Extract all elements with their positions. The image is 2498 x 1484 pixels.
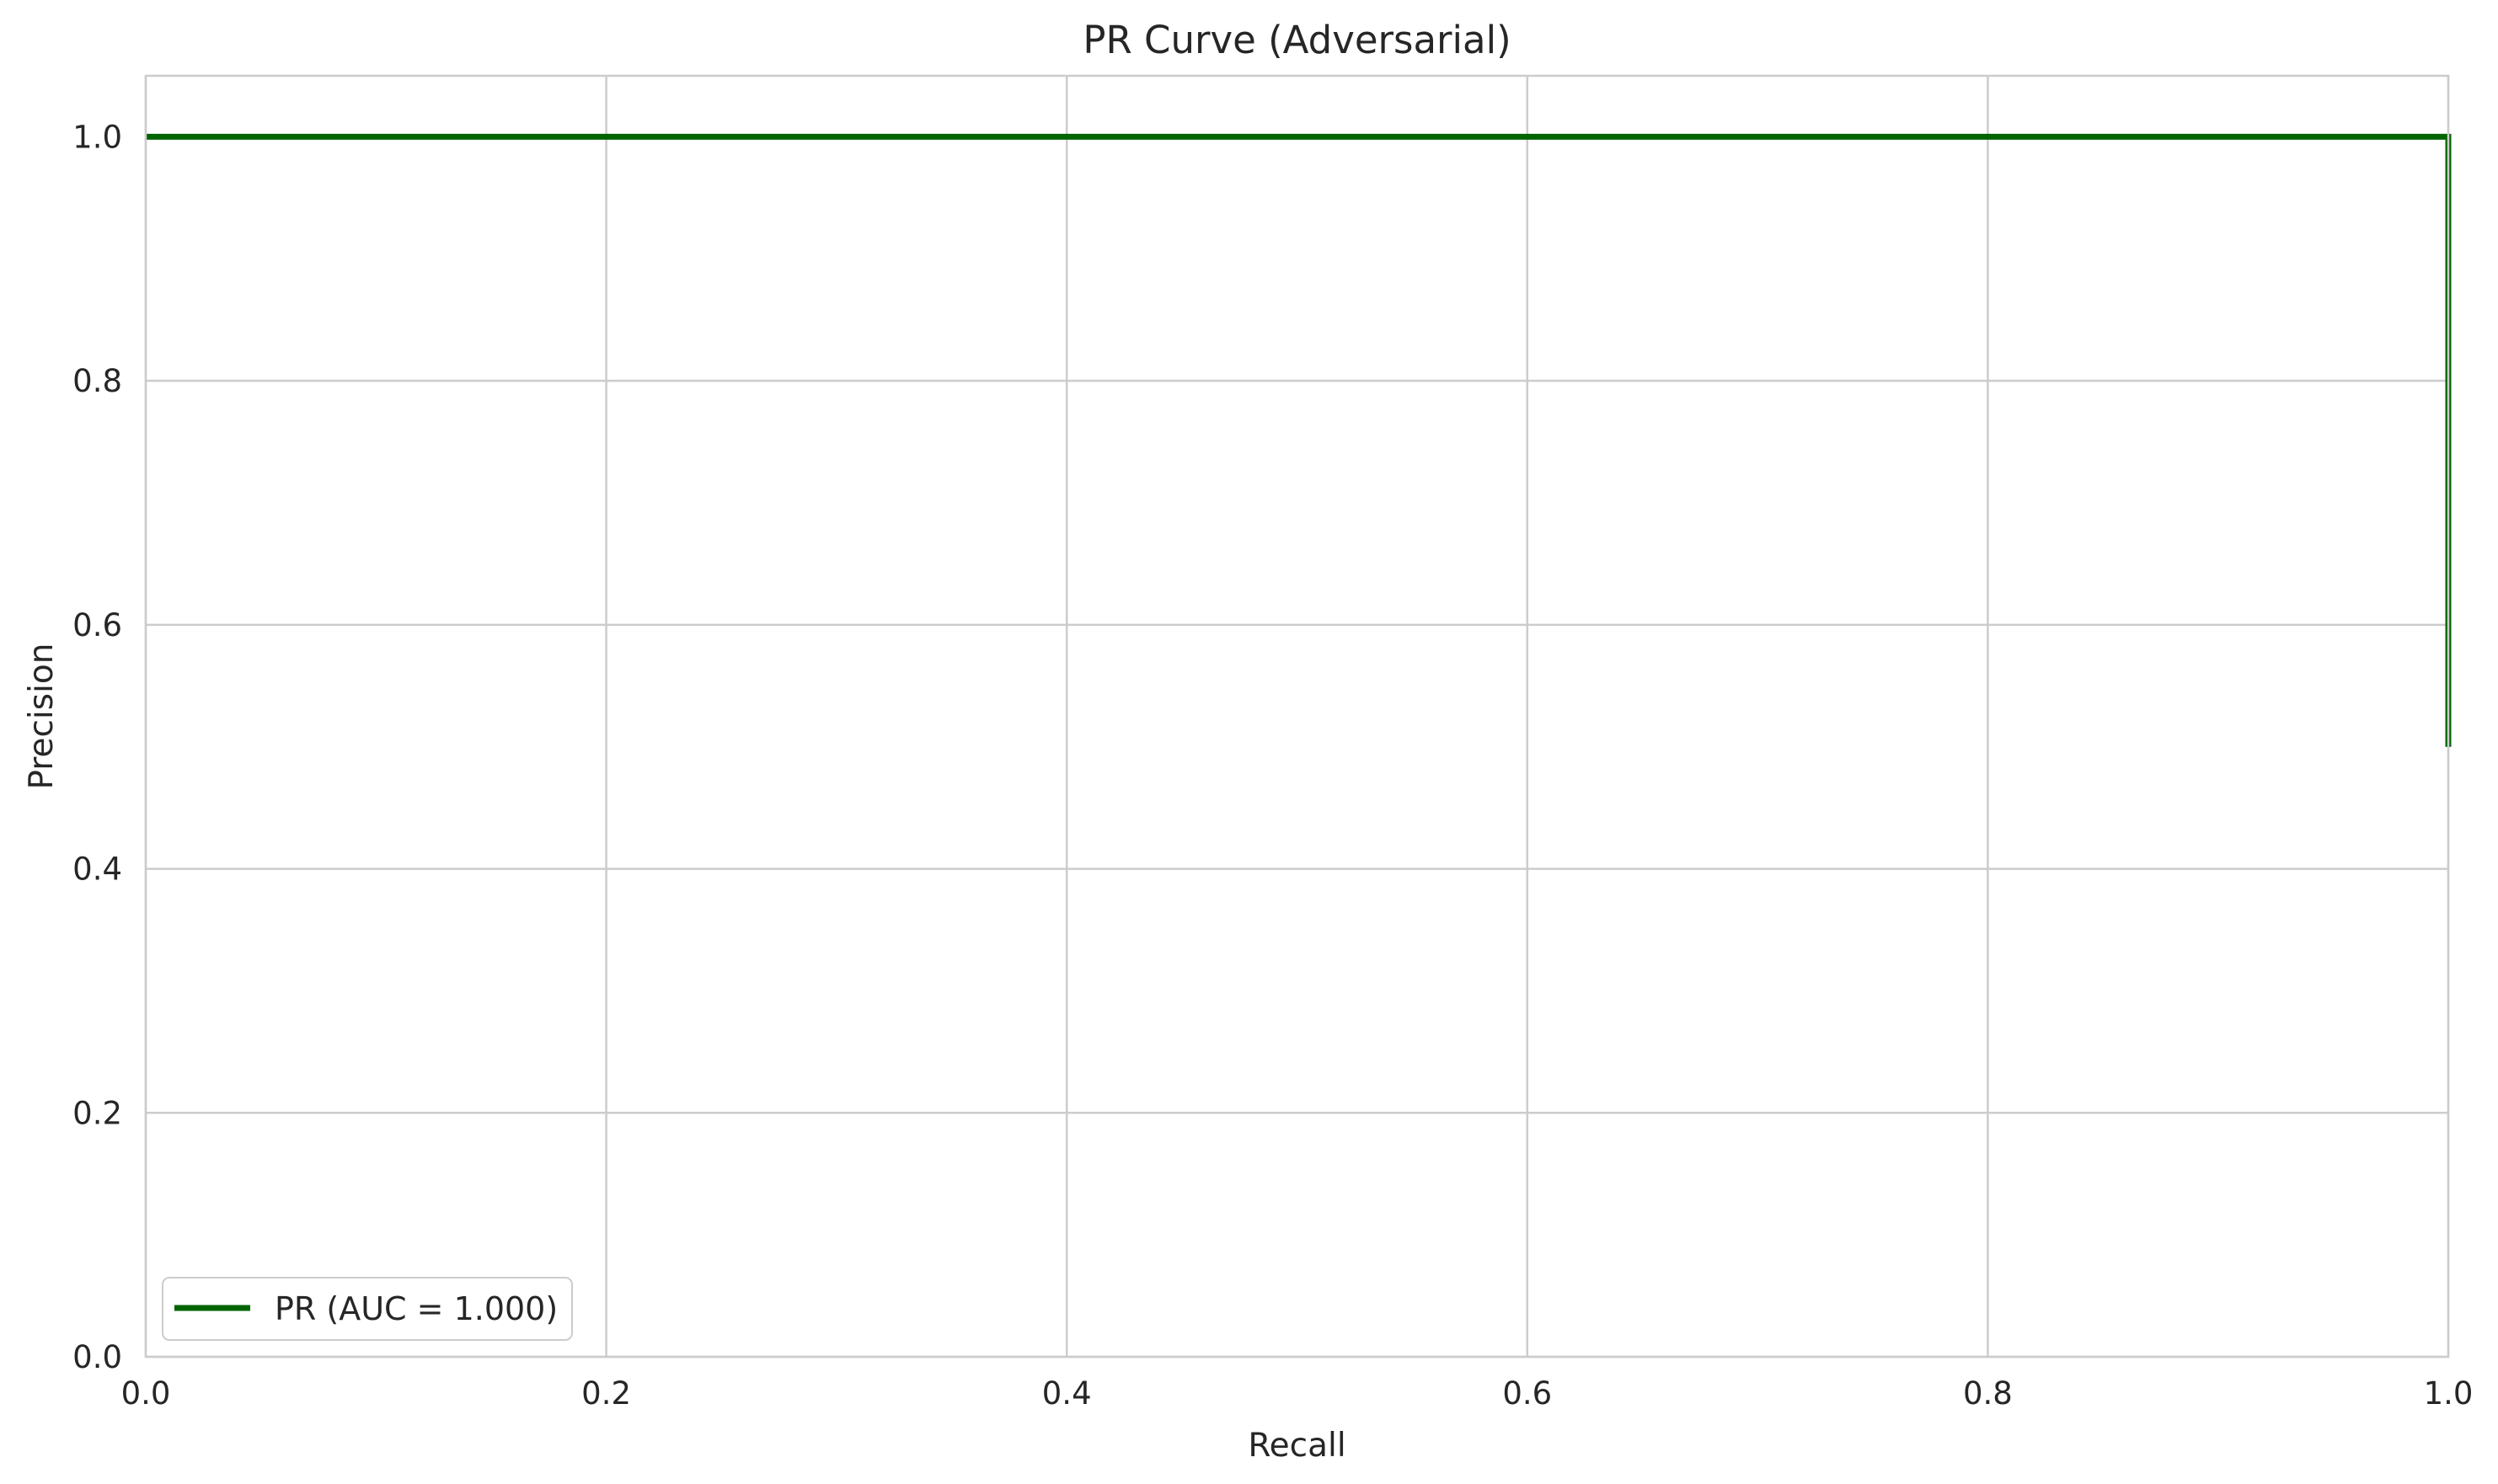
- x-tick-label: 0.6: [1502, 1375, 1552, 1412]
- x-tick-label: 0.0: [121, 1375, 171, 1412]
- y-tick-labels: 0.0 0.2 0.4 0.6 0.8 1.0: [72, 119, 122, 1375]
- y-tick-label: 0.6: [72, 607, 122, 643]
- y-tick-label: 0.8: [72, 363, 122, 399]
- x-tick-label: 1.0: [2424, 1375, 2474, 1412]
- x-tick-labels: 0.0 0.2 0.4 0.6 0.8 1.0: [121, 1375, 2474, 1412]
- chart-title: PR Curve (Adversarial): [1083, 18, 1511, 62]
- plot-frame: [144, 74, 2450, 1359]
- legend-label: PR (AUC = 1.000): [275, 1290, 558, 1327]
- legend-box: [162, 1277, 573, 1341]
- x-tick-label: 0.8: [1963, 1375, 2013, 1412]
- x-tick-label: 0.2: [581, 1375, 631, 1412]
- y-tick-label: 0.4: [72, 851, 122, 888]
- y-tick-label: 0.0: [72, 1339, 122, 1375]
- plot-area: [146, 76, 2448, 1357]
- x-axis-label: Recall: [1248, 1427, 1345, 1465]
- y-tick-label: 1.0: [72, 119, 122, 155]
- legend: PR (AUC = 1.000): [162, 1277, 573, 1341]
- y-tick-label: 0.2: [72, 1095, 122, 1131]
- y-axis-label: Precision: [23, 643, 61, 789]
- x-tick-label: 0.4: [1042, 1375, 1092, 1412]
